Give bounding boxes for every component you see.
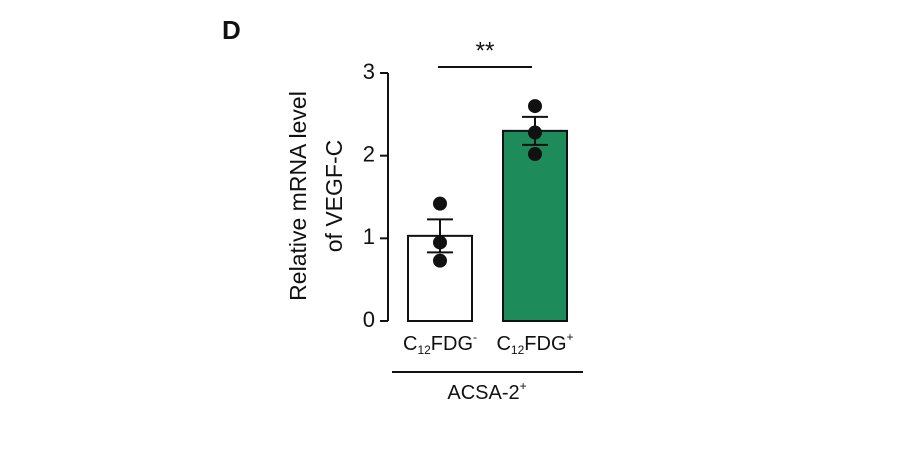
- y-tick-label: 3: [363, 59, 375, 84]
- category-sup: +: [567, 330, 574, 344]
- data-point: [528, 147, 542, 162]
- y-tick-label: 2: [363, 141, 375, 166]
- y-label: Relative mRNA level of VEGF-C: [285, 91, 347, 301]
- y-tick-label: 1: [363, 224, 375, 249]
- category-main: C: [403, 333, 417, 355]
- category-sup: -: [473, 330, 477, 344]
- data-point: [528, 99, 542, 114]
- data-point: [433, 253, 447, 268]
- data-point: [433, 196, 447, 211]
- category-sub: 12: [511, 343, 525, 357]
- significance: **: [476, 37, 495, 64]
- x-tick-label: C12FDG-: [403, 330, 477, 357]
- y-label-line: of VEGF-C: [321, 140, 347, 252]
- group-label-main: ACSA-2: [447, 382, 519, 404]
- group-label: ACSA-2+: [447, 379, 526, 404]
- data-point: [528, 125, 542, 140]
- category-sub: 12: [417, 343, 431, 357]
- group-label-sup: +: [520, 379, 527, 393]
- panel-label: D: [222, 15, 241, 45]
- category-main: C: [496, 333, 510, 355]
- y-label-line: Relative mRNA level: [285, 91, 311, 301]
- data-point: [433, 235, 447, 250]
- y-tick-label: 0: [363, 307, 375, 332]
- bar: [502, 129, 568, 322]
- x-tick-label: C12FDG+: [496, 330, 573, 357]
- category-main: FDG: [524, 333, 566, 355]
- category-main: FDG: [431, 333, 473, 355]
